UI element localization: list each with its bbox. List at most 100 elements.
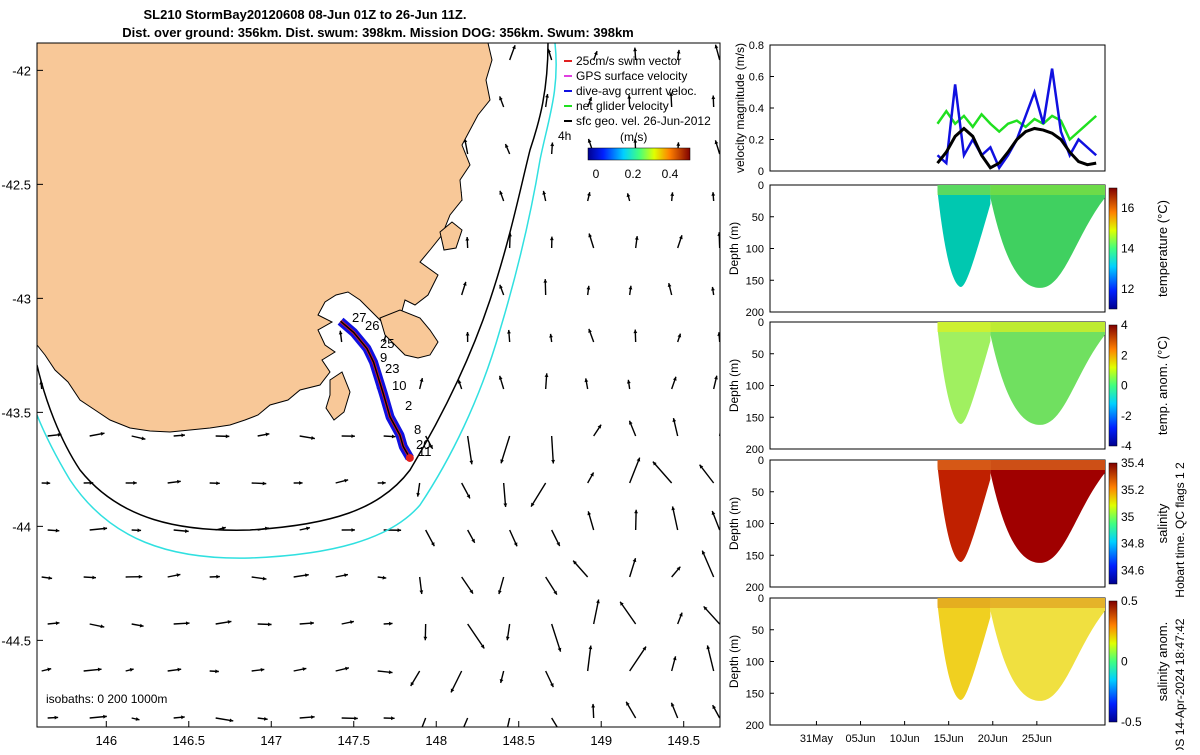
- colorbar-tick: -2: [1121, 409, 1132, 423]
- heatmap-y-tick: 150: [746, 412, 764, 424]
- heatmap-y-tick: 100: [746, 244, 764, 256]
- corner-label: 4h: [558, 129, 571, 143]
- colorbar-label: temperature (°C): [1155, 200, 1170, 297]
- isobath-label: isobaths: 0 200 1000m: [46, 692, 167, 706]
- date-x-tick: 10Jun: [890, 733, 920, 745]
- track-end-marker: [406, 454, 414, 462]
- track-label: 11: [418, 444, 432, 459]
- velocity-ylabel: velocity magnitude (m/s): [733, 43, 747, 173]
- heatmap-colorbar: [1109, 463, 1117, 584]
- heatmap-y-tick: 150: [746, 550, 764, 562]
- map-y-tick-label: -44: [12, 519, 31, 534]
- heatmap-colorbar: [1109, 188, 1117, 309]
- colorbar-label: salinity: [1155, 503, 1170, 543]
- geo-vector-head: [416, 738, 420, 742]
- heatmap-colorbar: [1109, 601, 1117, 722]
- date-x-tick: 31May: [800, 733, 834, 745]
- title-line-2: Dist. over ground: 356km. Dist. swum: 39…: [122, 25, 634, 40]
- colorbar-tick-1: 0.2: [625, 167, 642, 181]
- colorbar-tick: 34.8: [1121, 537, 1145, 551]
- track-label: 8: [414, 422, 421, 437]
- heatmap-y-tick: 150: [746, 688, 764, 700]
- heatmap-y-tick: 100: [746, 519, 764, 531]
- title-line-1: SL210 StormBay20120608 08-Jun 01Z to 26-…: [144, 7, 467, 22]
- colorbar-tick: -0.5: [1121, 715, 1142, 729]
- heatmap-colorbar: [1109, 325, 1117, 446]
- colorbar-tick: 4: [1121, 318, 1128, 332]
- heatmap-y-tick: 150: [746, 275, 764, 287]
- legend-label: dive-avg current veloc.: [576, 84, 697, 98]
- legend-label: GPS surface velocity: [576, 69, 687, 83]
- track-label: 23: [385, 361, 399, 376]
- legend-label: 25cm/s swim vector: [576, 54, 681, 68]
- map-y-tick-label: -44.5: [1, 633, 31, 648]
- velocity-y-tick: 0.4: [749, 103, 764, 115]
- map-y-tick-label: -42: [12, 63, 31, 78]
- heatmap-y-tick: 0: [758, 180, 764, 192]
- heatmap-ylabel: Depth (m): [727, 359, 741, 412]
- heatmap-y-tick: 100: [746, 657, 764, 669]
- heatmap-ylabel: Depth (m): [727, 497, 741, 550]
- date-x-tick: 15Jun: [934, 733, 964, 745]
- map-x-tick-label: 148.5: [502, 733, 535, 748]
- heatmap-y-tick: 50: [752, 487, 764, 499]
- legend-label: net glider velocity: [576, 99, 669, 113]
- heatmap-y-tick: 50: [752, 625, 764, 637]
- map-x-tick-label: 149: [590, 733, 612, 748]
- heatmap-y-tick: 0: [758, 317, 764, 329]
- heatmap-y-tick: 0: [758, 593, 764, 605]
- velocity-y-tick: 0.2: [749, 135, 764, 147]
- date-x-tick: 20Jun: [978, 733, 1008, 745]
- map-x-tick-label: 149.5: [667, 733, 700, 748]
- heatmap-y-tick: 50: [752, 349, 764, 361]
- velocity-panel-frame: [770, 45, 1105, 171]
- map-colorbar: [588, 148, 690, 160]
- map-y-tick-label: -43.5: [1, 405, 31, 420]
- geo-vector-head: [722, 410, 726, 414]
- heatmap-y-tick: 100: [746, 381, 764, 393]
- colorbar-tick: 35: [1121, 510, 1135, 524]
- colorbar-tick: 16: [1121, 201, 1135, 215]
- colorbar-unit: (m/s): [620, 130, 647, 144]
- heatmap-surface-layer: [938, 460, 1106, 470]
- track-label: 25: [380, 336, 394, 351]
- date-x-tick: 05Jun: [846, 733, 876, 745]
- velocity-y-tick: 0.6: [749, 72, 764, 84]
- map-y-tick-label: -43: [12, 291, 31, 306]
- heatmap-surface-layer: [938, 598, 1106, 608]
- colorbar-tick: 14: [1121, 242, 1135, 256]
- heatmap-surface-layer: [938, 322, 1106, 332]
- track-label: 26: [365, 318, 379, 333]
- map-x-tick-label: 148: [425, 733, 447, 748]
- colorbar-tick: 0.5: [1121, 594, 1138, 608]
- velocity-y-tick: 0: [758, 166, 764, 178]
- heatmap-y-tick: 0: [758, 455, 764, 467]
- colorbar-label: salinity anom.: [1155, 622, 1170, 701]
- colorbar-tick: 35.2: [1121, 483, 1145, 497]
- colorbar-label: temp. anom. (°C): [1155, 336, 1170, 435]
- colorbar-tick-2: 0.4: [662, 167, 679, 181]
- colorbar-tick: 34.6: [1121, 564, 1145, 578]
- track-label: 10: [392, 378, 406, 393]
- legend-label: sfc geo. vel. 26-Jun-2012: [576, 114, 711, 128]
- colorbar-tick: 12: [1121, 282, 1135, 296]
- map-x-tick-label: 147: [260, 733, 282, 748]
- credit-text: © IMOS 14-Apr-2024 18:47:42: [1173, 618, 1187, 750]
- geo-vector-head: [457, 737, 461, 741]
- heatmap-y-tick: 50: [752, 212, 764, 224]
- heatmap-ylabel: Depth (m): [727, 635, 741, 688]
- colorbar-tick-0: 0: [593, 167, 600, 181]
- map-y-tick-label: -42.5: [1, 177, 31, 192]
- velocity-y-tick: 0.8: [749, 40, 764, 52]
- map-x-tick-label: 146: [95, 733, 117, 748]
- date-x-tick: 25Jun: [1022, 733, 1052, 745]
- map-x-tick-label: 146.5: [173, 733, 206, 748]
- track-label: 2: [405, 398, 412, 413]
- heatmap-y-tick: 200: [746, 720, 764, 732]
- heatmap-ylabel: Depth (m): [727, 222, 741, 275]
- colorbar-tick: 35.4: [1121, 456, 1145, 470]
- colorbar-tick: -4: [1121, 439, 1132, 453]
